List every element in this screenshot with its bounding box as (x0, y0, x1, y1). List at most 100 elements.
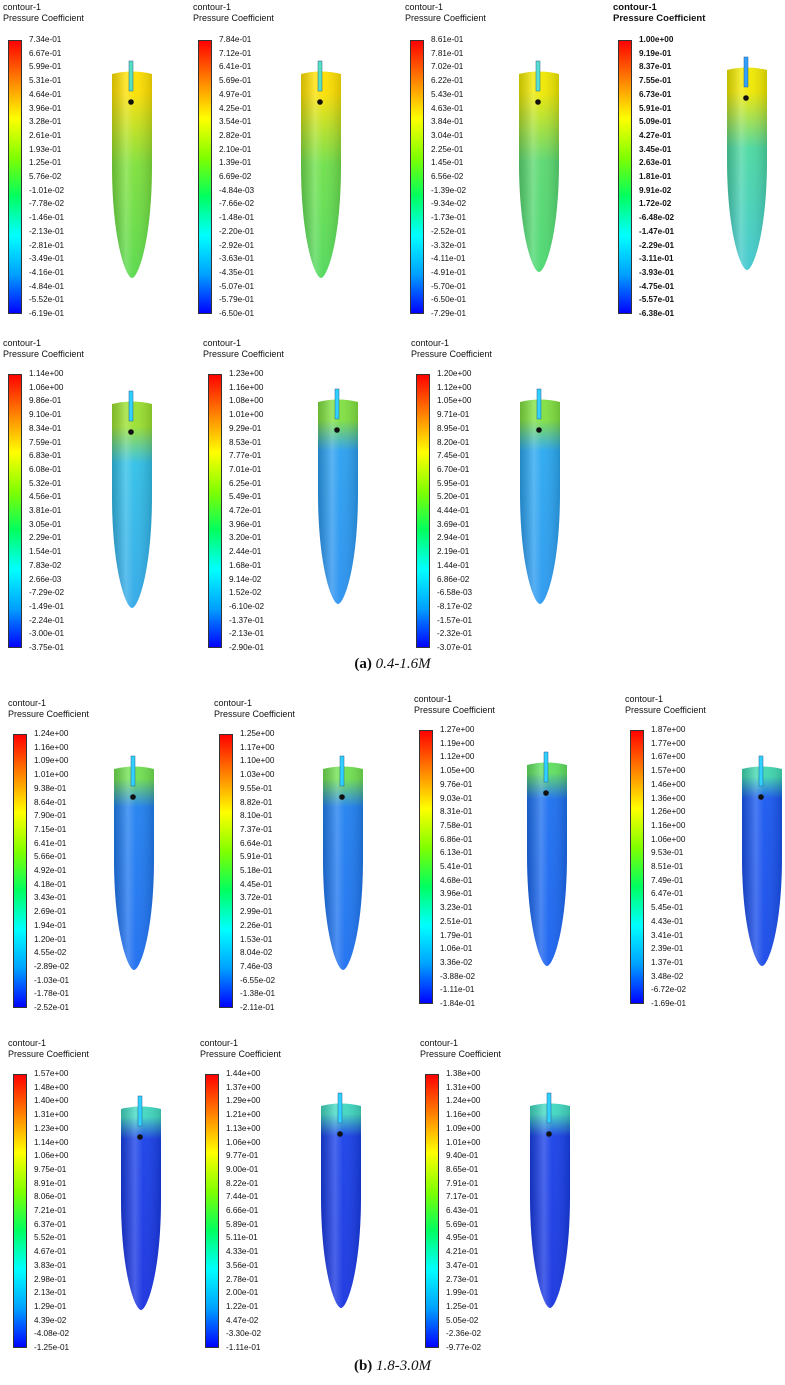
colorbar-tick-label: -3.75e-01 (29, 643, 65, 652)
colorbar-tick-label: 1.22e-01 (226, 1301, 259, 1311)
projectile-body (121, 1095, 161, 1310)
colorbar-tick-label: 1.57e+00 (34, 1069, 69, 1078)
projectile-body (112, 390, 152, 608)
colorbar-tick-label: 4.63e-01 (431, 103, 464, 113)
colorbar-tick-label: 7.34e-01 (29, 35, 62, 44)
colorbar-tick-label: 9.40e-01 (446, 1151, 479, 1161)
colorbar-tick-label: 1.79e-01 (440, 930, 473, 940)
colorbar-tick-label: -1.39e-02 (431, 185, 467, 195)
colorbar-tick-label: 2.19e-01 (437, 547, 470, 557)
colorbar-tick-label: -6.55e-02 (240, 975, 276, 985)
colorbar-tick-label: 1.29e+00 (226, 1096, 261, 1106)
colorbar-tick-label: 4.72e-01 (229, 506, 262, 515)
colorbar-tick-label: 6.43e-01 (446, 1206, 479, 1215)
colorbar-tick-label: 8.95e-01 (437, 423, 470, 433)
colorbar-tick-label: 1.23e+00 (229, 369, 264, 378)
colorbar-tick-label: -5.57e-01 (639, 295, 675, 305)
colorbar-tick-label: 2.25e-01 (431, 144, 464, 154)
colorbar-tick-label: 1.06e-01 (440, 944, 473, 954)
colorbar-tick-label: 4.33e-01 (226, 1247, 259, 1257)
caption-b-text: 1.8-3.0M (376, 1358, 432, 1374)
colorbar-tick-label: -1.84e-01 (440, 999, 476, 1008)
colorbar-tick-label: 8.22e-01 (226, 1178, 259, 1188)
colorbar-tick-label: -6.72e-02 (651, 985, 687, 995)
colorbar-tick-label: 8.34e-01 (29, 423, 62, 433)
colorbar-tick-label: 3.04e-01 (431, 130, 464, 140)
colorbar-tick-label: -3.07e-01 (437, 643, 473, 652)
colorbar-tick-label: 1.44e+00 (226, 1069, 261, 1078)
colorbar-tick-label: -4.84e-03 (219, 185, 255, 195)
contour-title: contour-1 (613, 2, 657, 13)
contour-title: contour-1 (411, 338, 450, 348)
colorbar-tick-label: -4.16e-01 (29, 267, 65, 277)
colorbar-tick-label: 7.21e-01 (34, 1206, 67, 1215)
colorbar-tick-label: 3.69e-01 (437, 519, 470, 529)
colorbar-tick-label: 3.72e-01 (240, 893, 273, 903)
contour-subtitle: Pressure Coefficient (411, 349, 492, 359)
colorbar-tick-label: 1.16e+00 (446, 1110, 481, 1120)
colorbar-tick-label: 9.75e-01 (34, 1164, 67, 1174)
colorbar-tick-label: -5.79e-01 (219, 295, 255, 305)
colorbar-tick-label: 7.37e-01 (240, 824, 273, 834)
colorbar-tick-label: 1.10e+00 (240, 756, 275, 766)
colorbar-tick-label: -5.70e-01 (431, 281, 467, 291)
colorbar-tick-label: 7.49e-01 (651, 875, 684, 885)
colorbar-tick-label: 3.05e-01 (29, 519, 62, 529)
contour-panel-4: contour-1 Pressure Coefficient 1.00e+00 9.1… (613, 2, 785, 322)
contour-panel-7: contour-1 Pressure Coefficient 1.20e+00 1.1… (411, 338, 601, 658)
contour-title: contour-1 (625, 694, 664, 704)
colorbar-tick-label: 5.76e-02 (29, 172, 62, 181)
colorbar-tick-label: 6.64e-01 (240, 838, 273, 848)
colorbar-tick-label: -2.32e-01 (437, 629, 473, 639)
colorbar-tick-label: 6.22e-01 (431, 76, 464, 86)
colorbar-tick-label: -1.57e-01 (437, 615, 473, 625)
colorbar-tick-label: -6.48e-02 (639, 213, 675, 223)
colorbar-tick-label: 1.31e+00 (446, 1082, 481, 1092)
colorbar-tick-label: 1.24e+00 (446, 1096, 481, 1106)
colorbar-tick-label: 7.12e-01 (219, 48, 252, 58)
colorbar-tick-label: 5.95e-01 (437, 478, 470, 488)
contour-title: contour-1 (420, 1038, 459, 1048)
colorbar-tick-label: -3.88e-02 (440, 971, 476, 981)
colorbar-tick-label: 1.17e+00 (240, 742, 275, 752)
colorbar-tick-label: 3.83e-01 (34, 1260, 67, 1270)
colorbar-tick-label: 8.61e-01 (431, 35, 464, 44)
colorbar (13, 1074, 27, 1348)
colorbar-tick-label: 2.13e-01 (34, 1288, 67, 1298)
colorbar-tick-label: 5.18e-01 (240, 866, 273, 875)
colorbar-tick-label: 9.29e-01 (229, 423, 262, 433)
colorbar-tick-label: 1.72e-02 (639, 199, 672, 209)
colorbar-tick-label: 3.96e-01 (229, 519, 262, 529)
colorbar-tick-label: 5.11e-01 (226, 1233, 258, 1243)
colorbar-tick-label: -4.75e-01 (639, 281, 675, 291)
colorbar-tick-label: 9.53e-01 (651, 848, 684, 858)
colorbar-tick-label: 2.26e-01 (240, 920, 273, 930)
contour-title: contour-1 (8, 1038, 47, 1048)
colorbar-tick-label: 5.69e-01 (446, 1219, 479, 1229)
colorbar (198, 40, 212, 314)
projectile-body (527, 751, 567, 966)
colorbar-tick-label: 4.43e-01 (651, 916, 684, 926)
colorbar-tick-label: 4.47e-02 (226, 1315, 259, 1325)
colorbar-tick-label: 7.46e-03 (240, 961, 273, 971)
colorbar-tick-label: 7.17e-01 (446, 1192, 479, 1202)
colorbar-tick-label: -6.38e-01 (639, 309, 675, 318)
colorbar-tick-label: 1.06e+00 (34, 1151, 69, 1161)
colorbar-tick-label: 9.19e-01 (639, 48, 672, 58)
colorbar-tick-label: 5.91e-01 (639, 103, 672, 113)
colorbar-tick-label: 9.00e-01 (226, 1164, 259, 1174)
contour-panel-2: contour-1 Pressure Coefficient 7.84e-01 7.1… (193, 2, 383, 322)
colorbar-tick-label: 6.67e-01 (29, 48, 62, 58)
colorbar-tick-label: 9.76e-01 (440, 779, 473, 789)
colorbar-tick-label: -6.50e-01 (431, 295, 467, 305)
colorbar-tick-label: 2.63e-01 (639, 158, 672, 168)
colorbar-tick-label: 1.01e+00 (446, 1137, 481, 1147)
contour-title: contour-1 (203, 338, 242, 348)
colorbar-tick-label: 2.10e-01 (219, 144, 252, 154)
colorbar-tick-label: 1.08e+00 (229, 396, 264, 406)
colorbar-tick-label: 1.20e-01 (34, 934, 67, 944)
colorbar-tick-label: 2.51e-01 (440, 916, 473, 926)
colorbar-tick-label: 5.09e-01 (639, 117, 672, 127)
colorbar-tick-label: 4.68e-01 (440, 875, 473, 885)
colorbar-tick-label: -2.89e-02 (34, 961, 70, 971)
